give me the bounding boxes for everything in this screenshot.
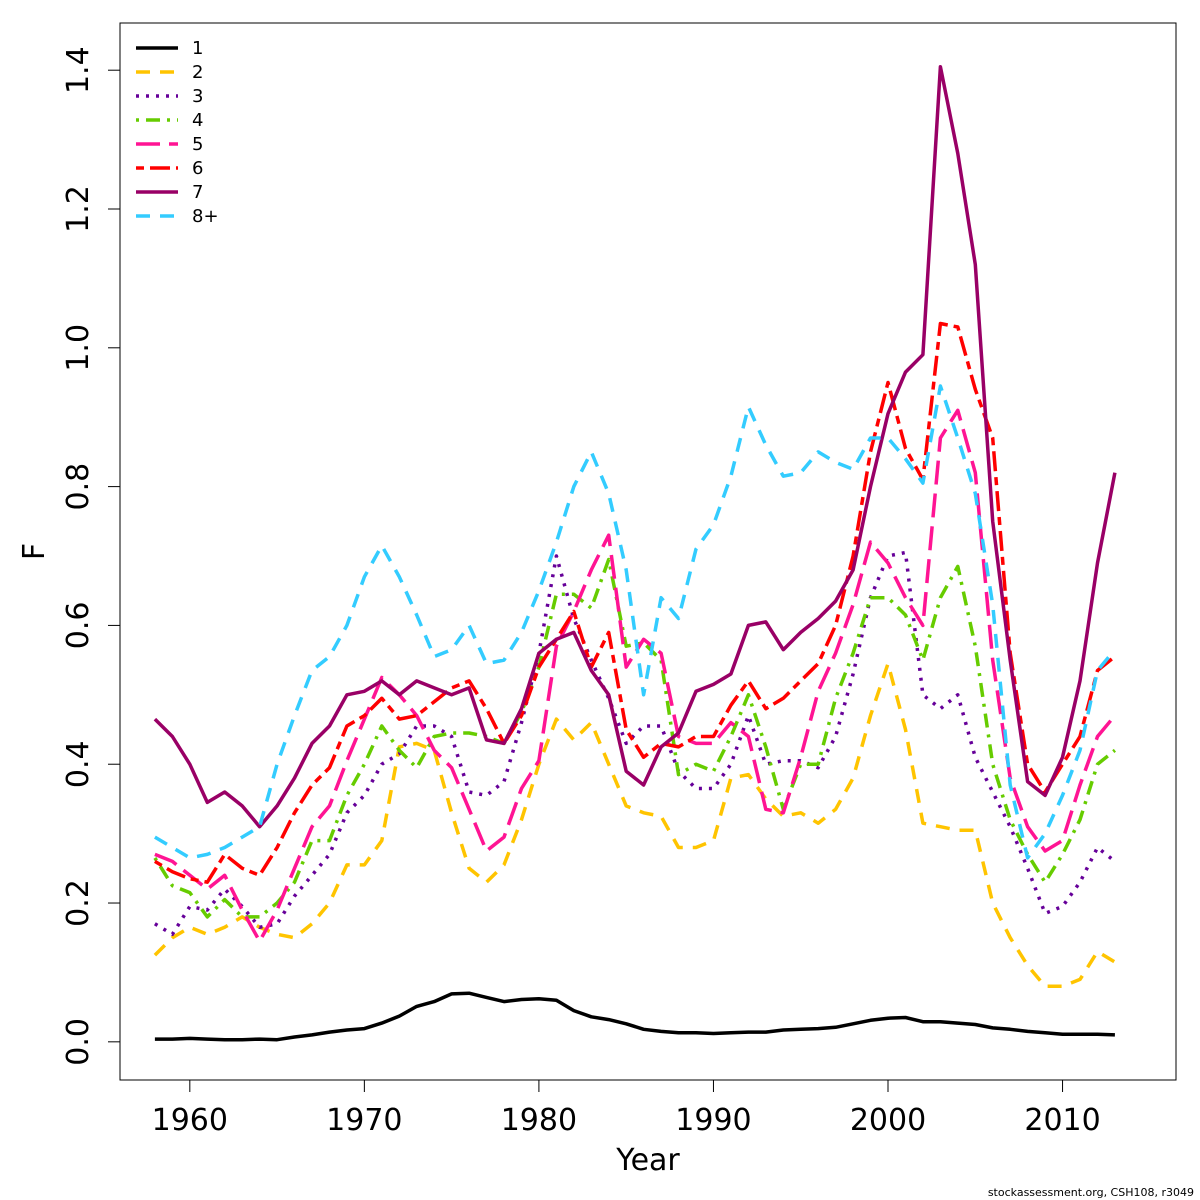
y-tick-label: 0.8 (61, 463, 96, 511)
legend-label: 6 (192, 158, 203, 179)
x-tick-label: 1970 (326, 1103, 402, 1138)
series-line-5 (154, 408, 1117, 943)
x-tick-label: 1980 (501, 1103, 577, 1138)
series-line-8plus (154, 384, 1117, 860)
legend-label: 2 (192, 62, 203, 83)
legend-label: 7 (192, 182, 203, 203)
series-line-6 (154, 321, 1116, 884)
x-axis-title: Year (615, 1143, 680, 1178)
legend-label: 1 (192, 38, 203, 59)
legend-label: 3 (192, 86, 203, 107)
x-tick-label: 2010 (1024, 1103, 1100, 1138)
y-tick-label: 1.0 (61, 324, 96, 372)
y-tick-label: 1.2 (61, 185, 96, 233)
y-tick-label: 0.4 (61, 740, 96, 788)
y-tick-label: 0.0 (61, 1018, 96, 1066)
y-tick-label: 1.4 (61, 46, 96, 94)
x-tick-label: 1960 (152, 1103, 228, 1138)
x-tick-label: 1990 (675, 1103, 751, 1138)
y-tick-label: 0.6 (61, 602, 96, 650)
legend: 1 2 3 4 5 6 7 8+ (136, 38, 219, 227)
series-line-1 (154, 991, 1115, 1042)
plot-frame (119, 22, 1177, 1081)
legend-label: 8+ (192, 206, 219, 227)
series-line-7 (153, 64, 1117, 829)
x-tick-label: 2000 (850, 1103, 926, 1138)
series-layer (153, 64, 1117, 1042)
legend-label: 4 (192, 110, 203, 131)
series-line-3 (153, 550, 1116, 937)
credit-text: stockassessment.org, CSH108, r3049 (988, 1186, 1194, 1199)
y-axis-title: F (17, 543, 52, 560)
legend-label: 5 (192, 134, 203, 155)
x-axis: 1960 1970 1980 1990 2000 2010 (152, 1080, 1101, 1138)
y-tick-label: 0.2 (61, 879, 96, 927)
y-axis: 0.0 0.2 0.4 0.6 0.8 1.0 1.2 1.4 (61, 46, 120, 1066)
